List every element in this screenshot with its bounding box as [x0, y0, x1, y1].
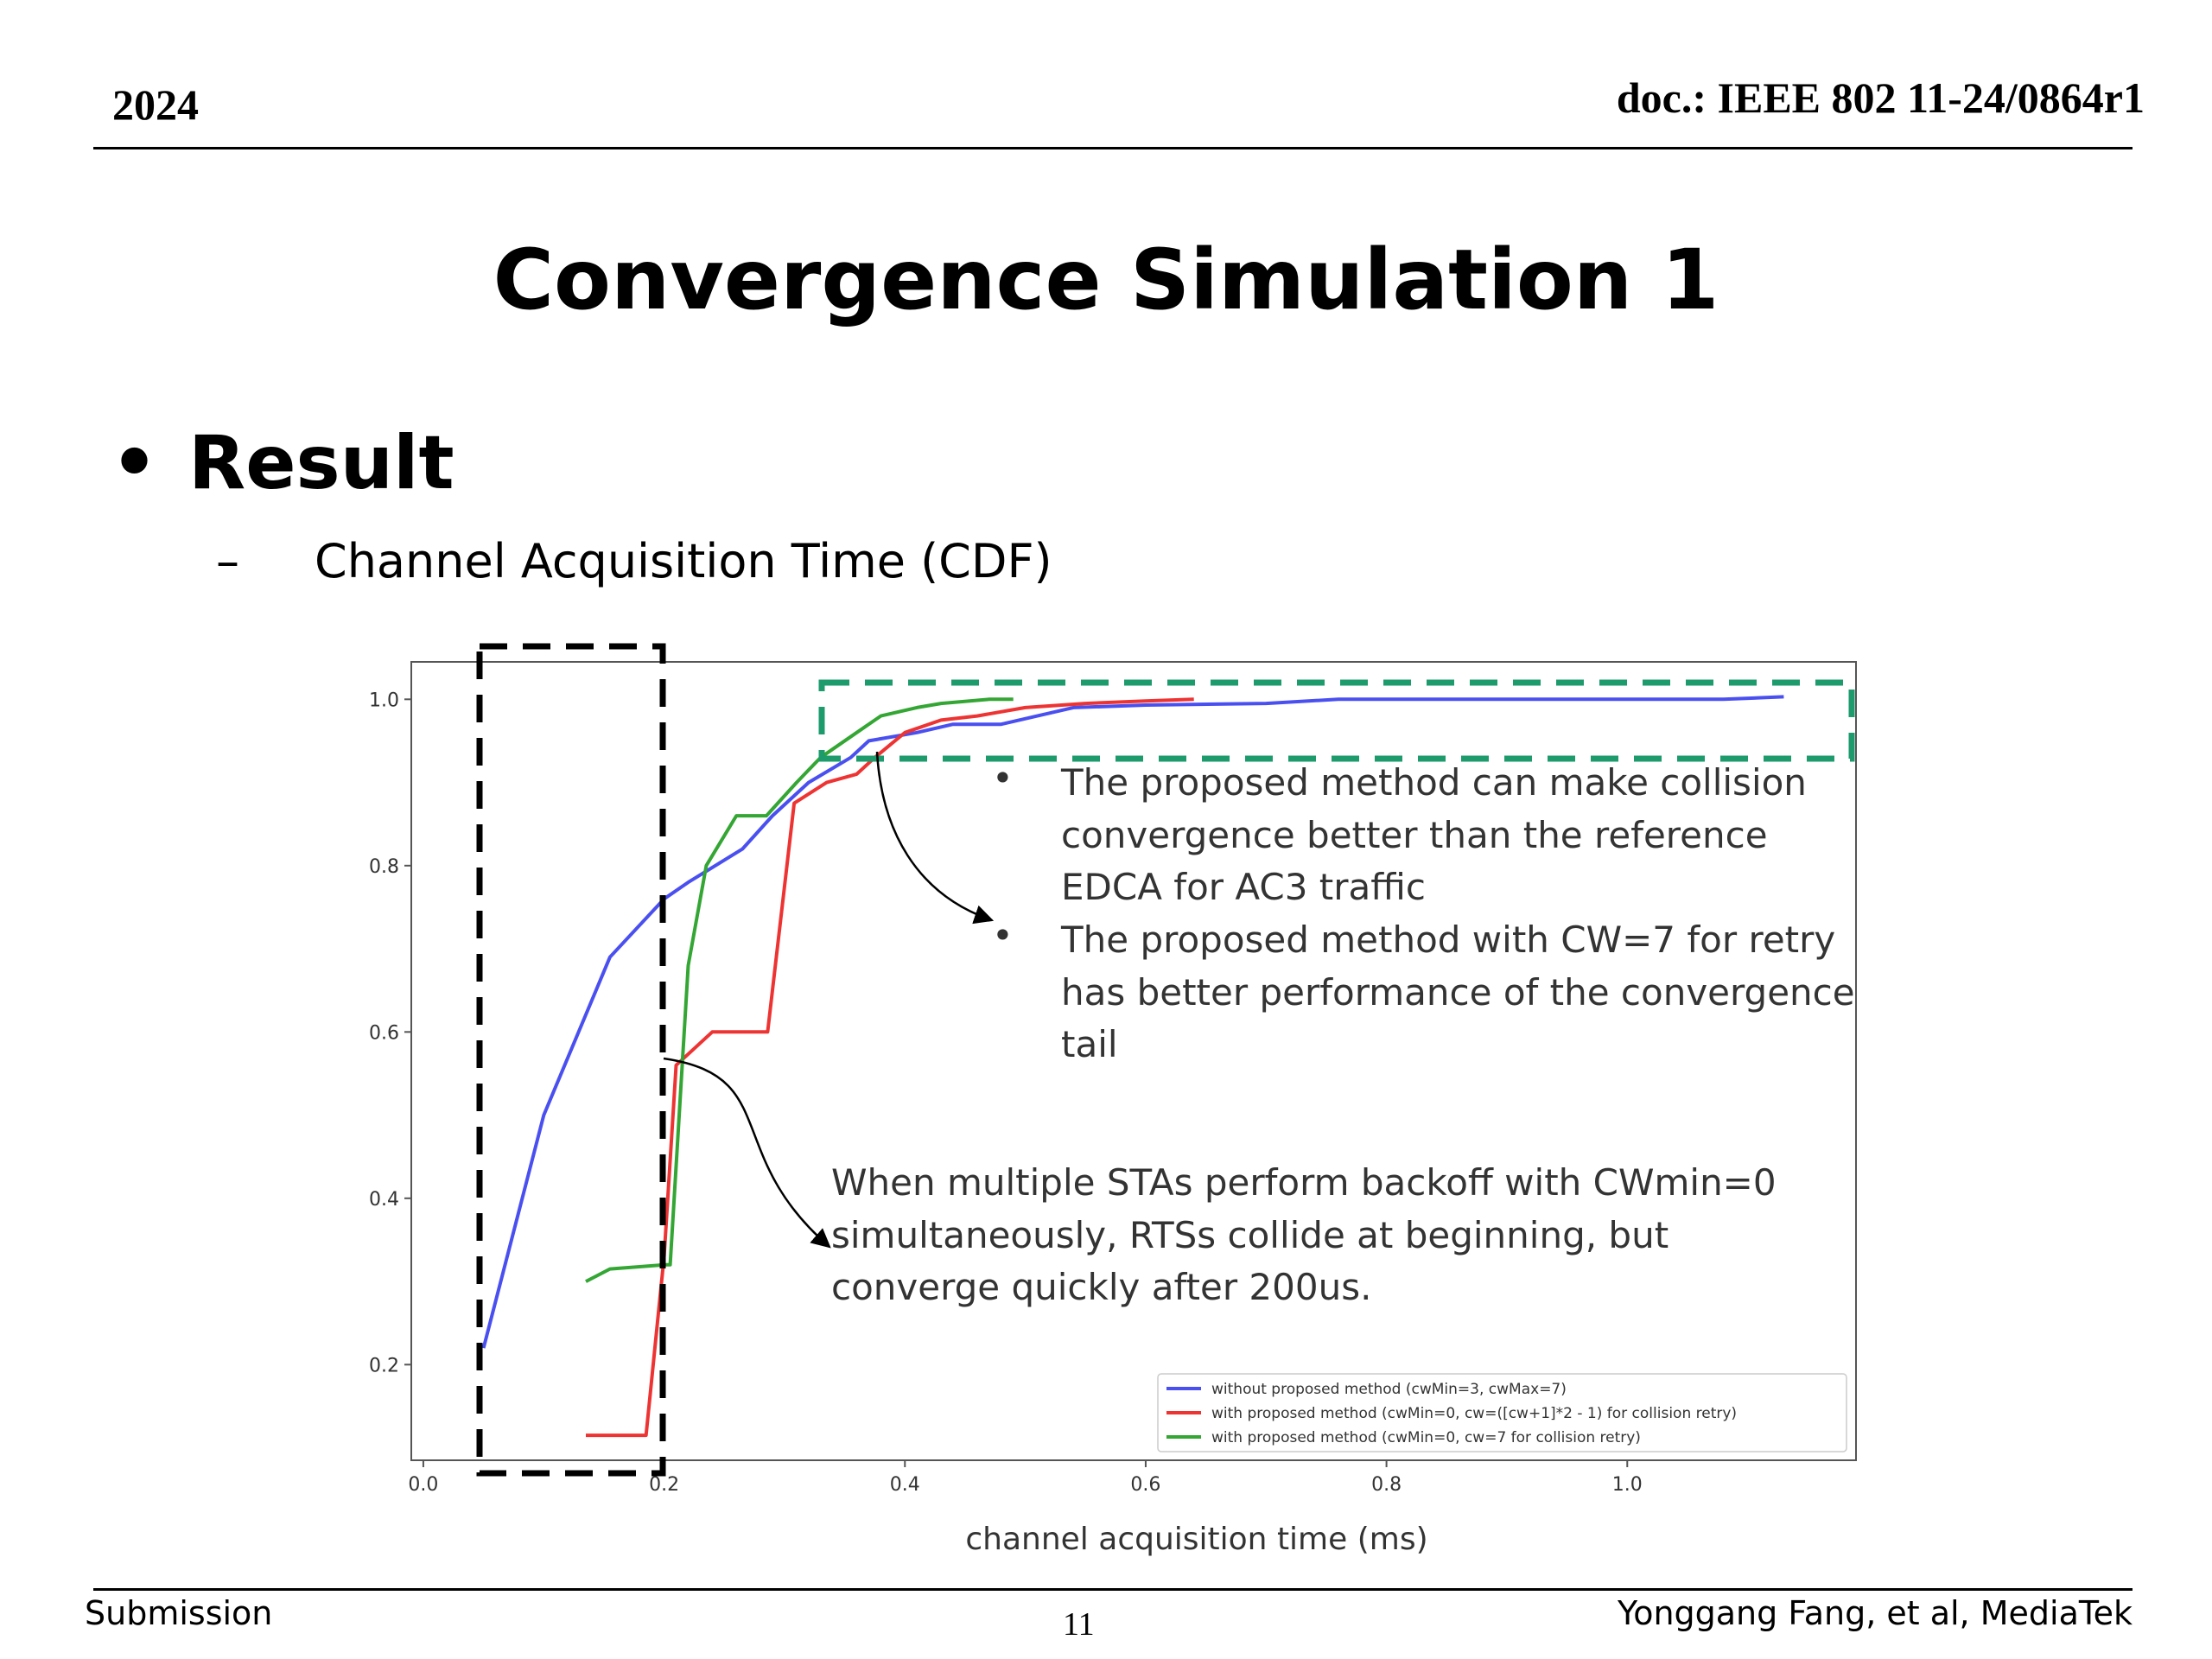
y-tick-label: 0.8 [369, 856, 399, 878]
header-document-id: doc.: IEEE 802 11-24/0864r1 [1616, 73, 2145, 122]
note-1-line-2: convergence better than the reference [1061, 814, 1768, 856]
dash-icon: – [216, 534, 239, 588]
right-annotation: • The proposed method can make collision… [992, 757, 1855, 1065]
sub-bullet-text: Channel Acquisition Time (CDF) [315, 534, 1052, 588]
series-line-2 [586, 697, 1194, 1438]
x-tick-label: 0.2 [649, 1474, 679, 1496]
series-lines [481, 695, 1784, 1438]
bullet-dot-icon: • [992, 914, 1014, 957]
x-axis: 0.0 0.2 0.4 0.6 0.8 1.0 [408, 1460, 1643, 1496]
legend-items: without proposed method (cwMin=3, cwMax=… [1166, 1381, 1737, 1446]
black-dashed-highlight-box [476, 643, 666, 1477]
y-tick-label: 0.6 [369, 1022, 399, 1044]
left-annotation: When multiple STAs perform backoff with … [831, 1161, 1777, 1308]
footer-divider [93, 1588, 2133, 1591]
series-line-3 [585, 697, 1014, 1283]
legend-label-1: without proposed method (cwMin=3, cwMax=… [1211, 1381, 1567, 1398]
sub-bullet: – Channel Acquisition Time (CDF) [216, 534, 1052, 588]
note-3-line-3: converge quickly after 200us. [831, 1266, 1371, 1308]
y-tick-label: 1.0 [369, 690, 399, 711]
header-divider [93, 147, 2133, 149]
legend-box [1157, 1373, 1847, 1452]
x-tick-label: 0.8 [1371, 1474, 1402, 1496]
bullet-dot-icon: • [111, 420, 158, 506]
legend: without proposed method (cwMin=3, cwMax=… [1157, 1373, 1847, 1452]
note-3-line-2: simultaneously, RTSs collide at beginnin… [831, 1214, 1669, 1256]
x-tick-label: 0.4 [890, 1474, 920, 1496]
x-tick-label: 0.0 [408, 1474, 438, 1496]
plot-frame [410, 661, 1857, 1461]
note-1-line-1: The proposed method can make collision [1060, 761, 1807, 804]
footer-page-number: 11 [1063, 1606, 1095, 1643]
arrow-to-right-note [875, 751, 995, 925]
note-2-line-2: has better performance of the convergenc… [1061, 971, 1855, 1014]
note-2-line-1: The proposed method with CW=7 for retry [1060, 918, 1835, 961]
bullet-result: • Result [111, 420, 454, 506]
x-tick-label: 0.6 [1130, 1474, 1160, 1496]
y-tick-label: 0.2 [369, 1355, 399, 1376]
note-2-line-3: tail [1061, 1023, 1118, 1065]
note-3-line-1: When multiple STAs perform backoff with … [831, 1161, 1777, 1204]
y-tick-label: 0.4 [369, 1189, 399, 1211]
footer-authors: Yonggang Fang, et al, MediaTek [1618, 1594, 2133, 1632]
y-axis: 0.2 0.4 0.6 0.8 1.0 [369, 690, 411, 1376]
green-dashed-highlight-box [818, 679, 1855, 762]
header-year: 2024 [112, 80, 199, 129]
slide-title: Convergence Simulation 1 [493, 232, 1719, 328]
legend-label-3: with proposed method (cwMin=0, cw=7 for … [1211, 1429, 1641, 1446]
bullet-dot-icon: • [992, 757, 1014, 799]
x-axis-label: channel acquisition time (ms) [965, 1522, 1427, 1557]
bullet-result-text: Result [188, 420, 454, 506]
arrow-to-left-note [663, 1057, 831, 1249]
series-line-1 [481, 695, 1784, 1349]
legend-label-2: with proposed method (cwMin=0, cw=([cw+1… [1211, 1405, 1737, 1422]
footer-submission: Submission [85, 1594, 273, 1632]
x-tick-label: 1.0 [1612, 1474, 1643, 1496]
note-1-line-3: EDCA for AC3 traffic [1061, 866, 1426, 908]
